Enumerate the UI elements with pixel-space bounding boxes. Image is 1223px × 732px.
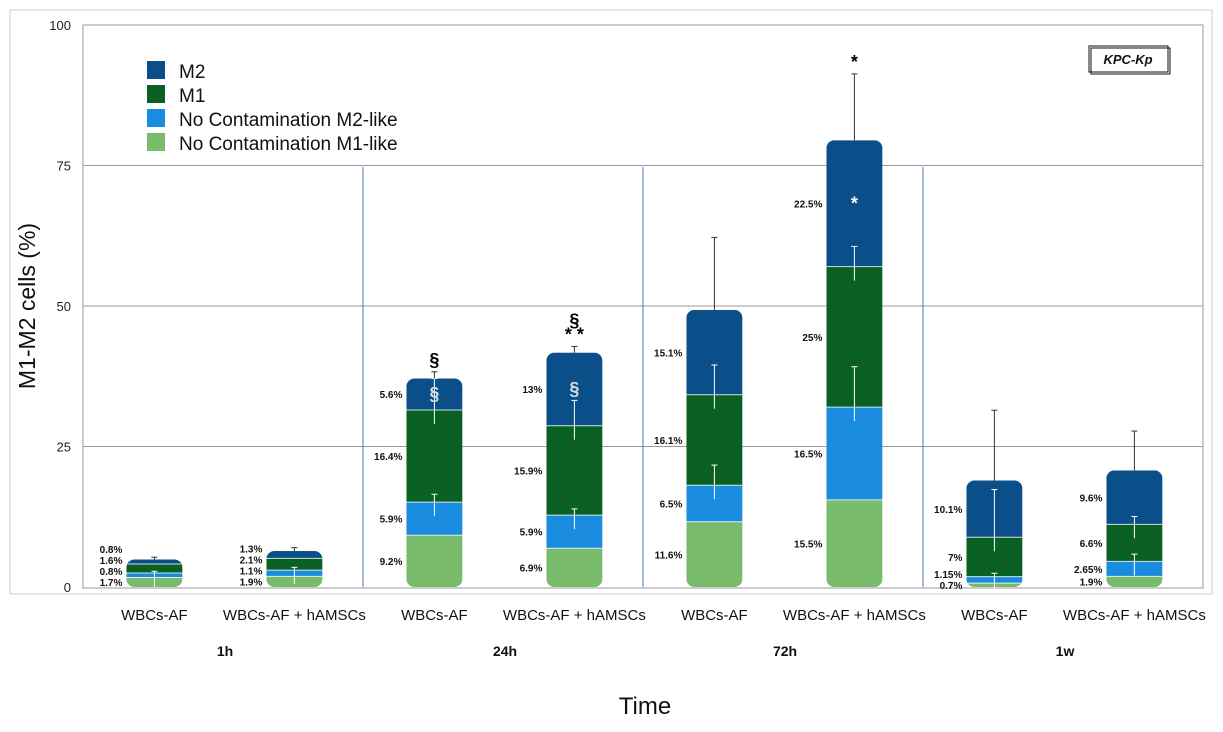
legend-label-no-contamination-m2-like: No Contamination M2-like — [179, 110, 398, 131]
segment-value-label: 1.7% — [100, 578, 123, 589]
segment-value-label: 25% — [802, 333, 822, 344]
segment-value-label: 1.6% — [100, 556, 123, 567]
group-label: 24h — [493, 643, 517, 659]
category-label: WBCs-AF + hAMSCs — [503, 607, 646, 624]
bar-segment-m1 — [546, 425, 603, 516]
significance-mark: § — [429, 384, 439, 404]
significance-mark: * — [851, 52, 858, 72]
segment-value-label: 9.2% — [380, 557, 403, 568]
segment-value-label: 15.1% — [654, 348, 682, 359]
y-tick-label: 0 — [64, 580, 71, 595]
segment-value-label: 1.1% — [240, 567, 263, 578]
bar-segment-m1 — [266, 558, 323, 571]
bar-segment-nm1 — [406, 535, 463, 587]
bar-4: 6.9%5.9%15.9%13% §* *§WBCs-AF + hAMSCs — [503, 310, 646, 624]
legend-label-m1: M1 — [179, 86, 205, 107]
significance-mark: § — [569, 379, 579, 399]
annotation-frame — [1088, 45, 1169, 73]
bar-2: 1.9%1.1%2.1%1.3% WBCs-AF + hAMSCs — [223, 545, 366, 624]
bar-segment-m1 — [126, 563, 183, 573]
segment-value-label: 1.3% — [240, 545, 263, 556]
segment-value-label: 0.8% — [100, 567, 123, 578]
significance-mark: § — [569, 310, 579, 330]
bar-6: 15.5% 16.5% 25% 22.5% * * WBCs-AF + hAMSCs — [783, 52, 926, 624]
bar-1: 1.7%0.8%1.6%0.8%WBCs-AF — [100, 545, 188, 624]
segment-value-label: 1.15% — [934, 570, 962, 581]
segment-value-label: 6.9% — [520, 564, 543, 575]
bars: 1.7%0.8%1.6%0.8%WBCs-AF1.9%1.1%2.1%1.3%W… — [100, 52, 1206, 624]
segment-value-label: 9.6% — [1080, 493, 1103, 504]
legend-swatch-no-contamination-m1-like — [147, 133, 165, 151]
segment-value-label: 5.6% — [380, 390, 403, 401]
category-label: WBCs-AF + hAMSCs — [783, 607, 926, 624]
category-label: WBCs-AF — [401, 607, 468, 624]
segment-value-label: 7% — [948, 553, 963, 564]
group-label: 1h — [217, 643, 233, 659]
group-label: 72h — [773, 643, 797, 659]
segment-value-label: 1.9% — [1080, 578, 1103, 589]
bar-segment-m2 — [126, 559, 183, 564]
significance-mark: * * — [565, 324, 584, 344]
bar-segment-m2 — [826, 140, 883, 267]
significance-mark: § — [429, 350, 439, 370]
legend: M2 M1 No Contamination M2-like No Contam… — [147, 61, 398, 155]
segment-value-label: 5.9% — [380, 515, 403, 526]
bar-segment-m1 — [406, 409, 463, 503]
bar-5: 11.6% 6.5% 16.1% 15.1% WBCs-AF — [654, 236, 748, 624]
segment-value-label: 11.6% — [655, 550, 683, 561]
segment-value-label: 0.8% — [100, 545, 123, 556]
segment-value-label: 2.65% — [1074, 565, 1102, 576]
group-label: 1w — [1056, 643, 1075, 659]
annotation-shadow — [1090, 47, 1171, 75]
bar-segment-nm1 — [1106, 576, 1163, 587]
significance-mark: * — [851, 193, 858, 213]
segment-value-label: 2.1% — [240, 556, 263, 567]
bar-segment-nm2 — [826, 407, 883, 500]
segment-value-label: 13% — [522, 385, 542, 396]
annotation-box: KPC-Kp — [1088, 45, 1171, 75]
segment-value-label: 10.1% — [934, 505, 962, 516]
segment-value-label: 22.5% — [794, 199, 822, 210]
segment-value-label: 15.5% — [794, 539, 822, 550]
segment-value-label: 15.9% — [514, 466, 542, 477]
category-label: WBCs-AF — [961, 607, 1028, 624]
annotation-label: KPC-Kp — [1103, 52, 1152, 67]
bar-7: 0.7%1.15% 7% 10.1% WBCs-AF — [934, 409, 1028, 624]
segment-value-label: 16.4% — [374, 452, 402, 463]
legend-swatch-m1 — [147, 85, 165, 103]
segment-value-label: 6.5% — [660, 500, 683, 511]
category-label: WBCs-AF — [121, 607, 188, 624]
category-label: WBCs-AF + hAMSCs — [1063, 607, 1206, 624]
y-tick-label: 50 — [57, 299, 71, 314]
segment-value-label: 16.1% — [654, 436, 682, 447]
category-label: WBCs-AF — [681, 607, 748, 624]
legend-label-no-contamination-m1-like: No Contamination M1-like — [179, 134, 398, 155]
bar-8: 1.9% 2.65% 6.6% 9.6% WBCs-AF + hAMSCs — [1063, 430, 1206, 624]
y-tick-label: 75 — [57, 159, 71, 174]
segment-value-label: 1.9% — [240, 578, 263, 589]
legend-label-m2: M2 — [179, 62, 205, 83]
x-axis-label: Time — [619, 693, 671, 720]
bar-3: 9.2% 5.9% 16.4% 5.6% § § WBCs-AF — [374, 350, 468, 624]
y-axis-label: M1-M2 cells (%) — [14, 223, 40, 389]
chart-frame — [9, 9, 1213, 595]
legend-swatch-m2 — [147, 61, 165, 79]
segment-value-label: 16.5% — [794, 450, 822, 461]
segment-value-label: 5.9% — [520, 528, 543, 539]
legend-swatch-no-contamination-m2-like — [147, 109, 165, 127]
bar-segment-nm1 — [546, 548, 603, 587]
segment-value-label: 6.6% — [1080, 539, 1103, 550]
segment-value-label: 0.7% — [940, 581, 963, 592]
group-separators: 1h 24h 72h 1w — [217, 167, 1075, 659]
bar-segment-m2 — [1106, 470, 1163, 525]
bar-segment-m2 — [266, 551, 323, 559]
bar-segment-nm1 — [686, 521, 743, 587]
bar-segment-nm1 — [826, 499, 883, 587]
category-label: WBCs-AF + hAMSCs — [223, 607, 366, 624]
y-tick-label: 100 — [49, 18, 71, 33]
y-tick-label: 25 — [57, 440, 71, 455]
